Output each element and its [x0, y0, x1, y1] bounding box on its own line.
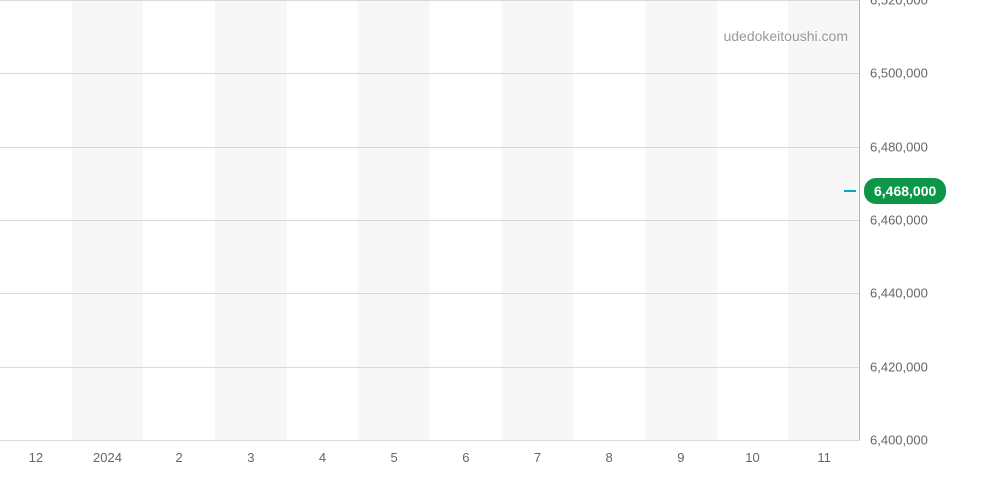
y-tick-label: 6,500,000	[870, 66, 928, 81]
x-tick-label: 4	[319, 450, 326, 465]
gridline	[0, 440, 860, 441]
gridline	[0, 220, 860, 221]
gridline	[0, 293, 860, 294]
plot-area	[0, 0, 860, 440]
gridline	[0, 147, 860, 148]
y-tick-label: 6,440,000	[870, 286, 928, 301]
highlight-indicator	[844, 190, 856, 192]
gridline	[0, 0, 860, 1]
y-tick-label: 6,420,000	[870, 359, 928, 374]
y-tick-label: 6,460,000	[870, 213, 928, 228]
price-chart: 6,400,000 6,420,000 6,440,000 6,460,000 6,48…	[0, 0, 1000, 500]
x-tick-label: 2	[176, 450, 183, 465]
x-tick-label: 2024	[93, 450, 122, 465]
y-axis-labels: 6,400,0006,420,0006,440,0006,460,0006,48…	[870, 0, 950, 440]
y-tick-label: 6,400,000	[870, 433, 928, 448]
gridline	[0, 367, 860, 368]
x-tick-label: 10	[745, 450, 759, 465]
x-tick-label: 3	[247, 450, 254, 465]
x-tick-label: 9	[677, 450, 684, 465]
y-tick-label: 6,520,000	[870, 0, 928, 8]
x-tick-label: 6	[462, 450, 469, 465]
x-tick-label: 7	[534, 450, 541, 465]
x-tick-label: 8	[606, 450, 613, 465]
x-axis-labels: 12 2024 2 3 4 5 6 7 8 9 10 11	[0, 450, 860, 480]
x-tick-label: 12	[29, 450, 43, 465]
highlight-price-badge: 6,468,000	[864, 178, 946, 204]
x-tick-label: 11	[817, 450, 831, 465]
y-axis-line	[859, 0, 860, 440]
x-tick-label: 5	[391, 450, 398, 465]
gridline	[0, 73, 860, 74]
y-tick-label: 6,480,000	[870, 139, 928, 154]
watermark: udedokeitoushi.com	[723, 28, 848, 44]
